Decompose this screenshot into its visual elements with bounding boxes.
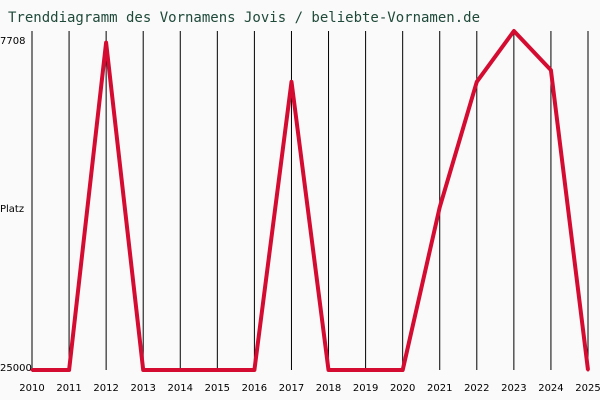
data-point-2017 — [289, 80, 293, 84]
x-tick-2010: 2010 — [19, 383, 44, 394]
data-point-2013 — [141, 368, 145, 372]
data-point-2023 — [512, 29, 516, 33]
data-point-2014 — [178, 368, 182, 372]
series-line-0 — [32, 29, 590, 372]
x-tick-2014: 2014 — [168, 383, 193, 394]
x-axis-ticks: 2010 2011 2012 2013 2014 2015 2016 2017 2018 2019… — [19, 383, 600, 394]
data-point-2018 — [327, 368, 331, 372]
x-tick-2021: 2021 — [427, 383, 452, 394]
x-tick-2020: 2020 — [390, 383, 415, 394]
x-tick-2013: 2013 — [130, 383, 155, 394]
x-tick-2025: 2025 — [575, 383, 600, 394]
data-point-2015 — [215, 368, 219, 372]
x-tick-2017: 2017 — [279, 383, 304, 394]
data-point-2019 — [364, 368, 368, 372]
x-tick-2012: 2012 — [93, 383, 118, 394]
data-point-2025 — [586, 368, 590, 372]
series-group — [30, 29, 590, 372]
data-point-2022 — [475, 80, 479, 84]
y-top-label: 7708 — [0, 36, 25, 47]
x-tick-2024: 2024 — [538, 383, 563, 394]
x-tick-2019: 2019 — [353, 383, 378, 394]
chart-title: Trenddiagramm des Vornamens Jovis / beli… — [8, 10, 480, 26]
grid-lines — [31, 31, 589, 370]
y-bottom-label: 25000 — [0, 363, 32, 374]
x-tick-2016: 2016 — [242, 383, 267, 394]
data-point-2011 — [67, 368, 71, 372]
x-tick-2018: 2018 — [316, 383, 341, 394]
x-tick-2011: 2011 — [56, 383, 81, 394]
data-point-2012 — [104, 41, 108, 45]
data-point-2021 — [438, 205, 442, 209]
data-point-2024 — [549, 68, 553, 72]
x-tick-2022: 2022 — [464, 383, 489, 394]
y-axis-label: Platz — [0, 204, 24, 215]
data-point-2010 — [30, 368, 34, 372]
x-tick-2023: 2023 — [501, 383, 526, 394]
x-tick-2015: 2015 — [205, 383, 230, 394]
data-point-2020 — [401, 368, 405, 372]
data-point-2016 — [252, 368, 256, 372]
